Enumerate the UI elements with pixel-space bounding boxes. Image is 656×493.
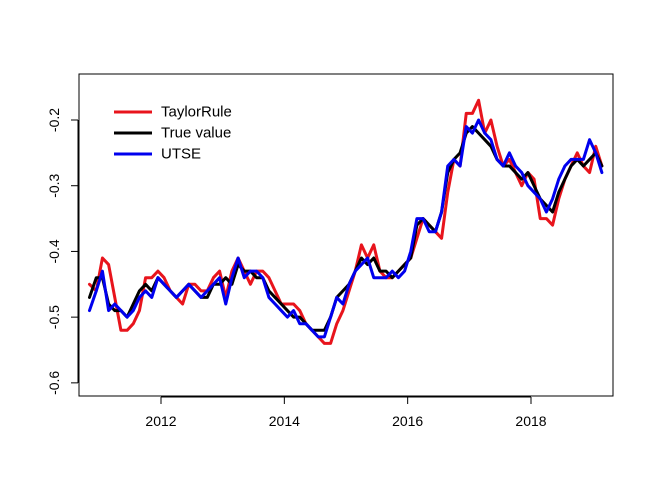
x-tick-label: 2014 — [269, 413, 300, 429]
x-tick-label: 2016 — [392, 413, 423, 429]
y-tick-label: -0.6 — [46, 371, 62, 395]
legend-label-0: TaylorRule — [161, 104, 232, 121]
legend-label-1: True value — [161, 125, 231, 142]
x-tick-label: 2012 — [145, 413, 176, 429]
plot-frame — [78, 73, 614, 397]
y-tick-label: -0.5 — [46, 305, 62, 329]
legend-label-2: UTSE — [161, 146, 201, 163]
x-axis: 2012 2014 2016 2018 — [145, 396, 547, 429]
y-tick-label: -0.3 — [46, 173, 62, 197]
legend: TaylorRule True value UTSE — [114, 104, 232, 163]
x-tick-label: 2018 — [515, 413, 546, 429]
series-line-2 — [87, 118, 604, 339]
y-tick-label: -0.2 — [46, 108, 62, 132]
y-axis: -0.6 -0.5 -0.4 -0.3 -0.2 — [46, 108, 79, 395]
y-tick-label: -0.4 — [46, 239, 62, 263]
series-layer — [87, 98, 604, 345]
